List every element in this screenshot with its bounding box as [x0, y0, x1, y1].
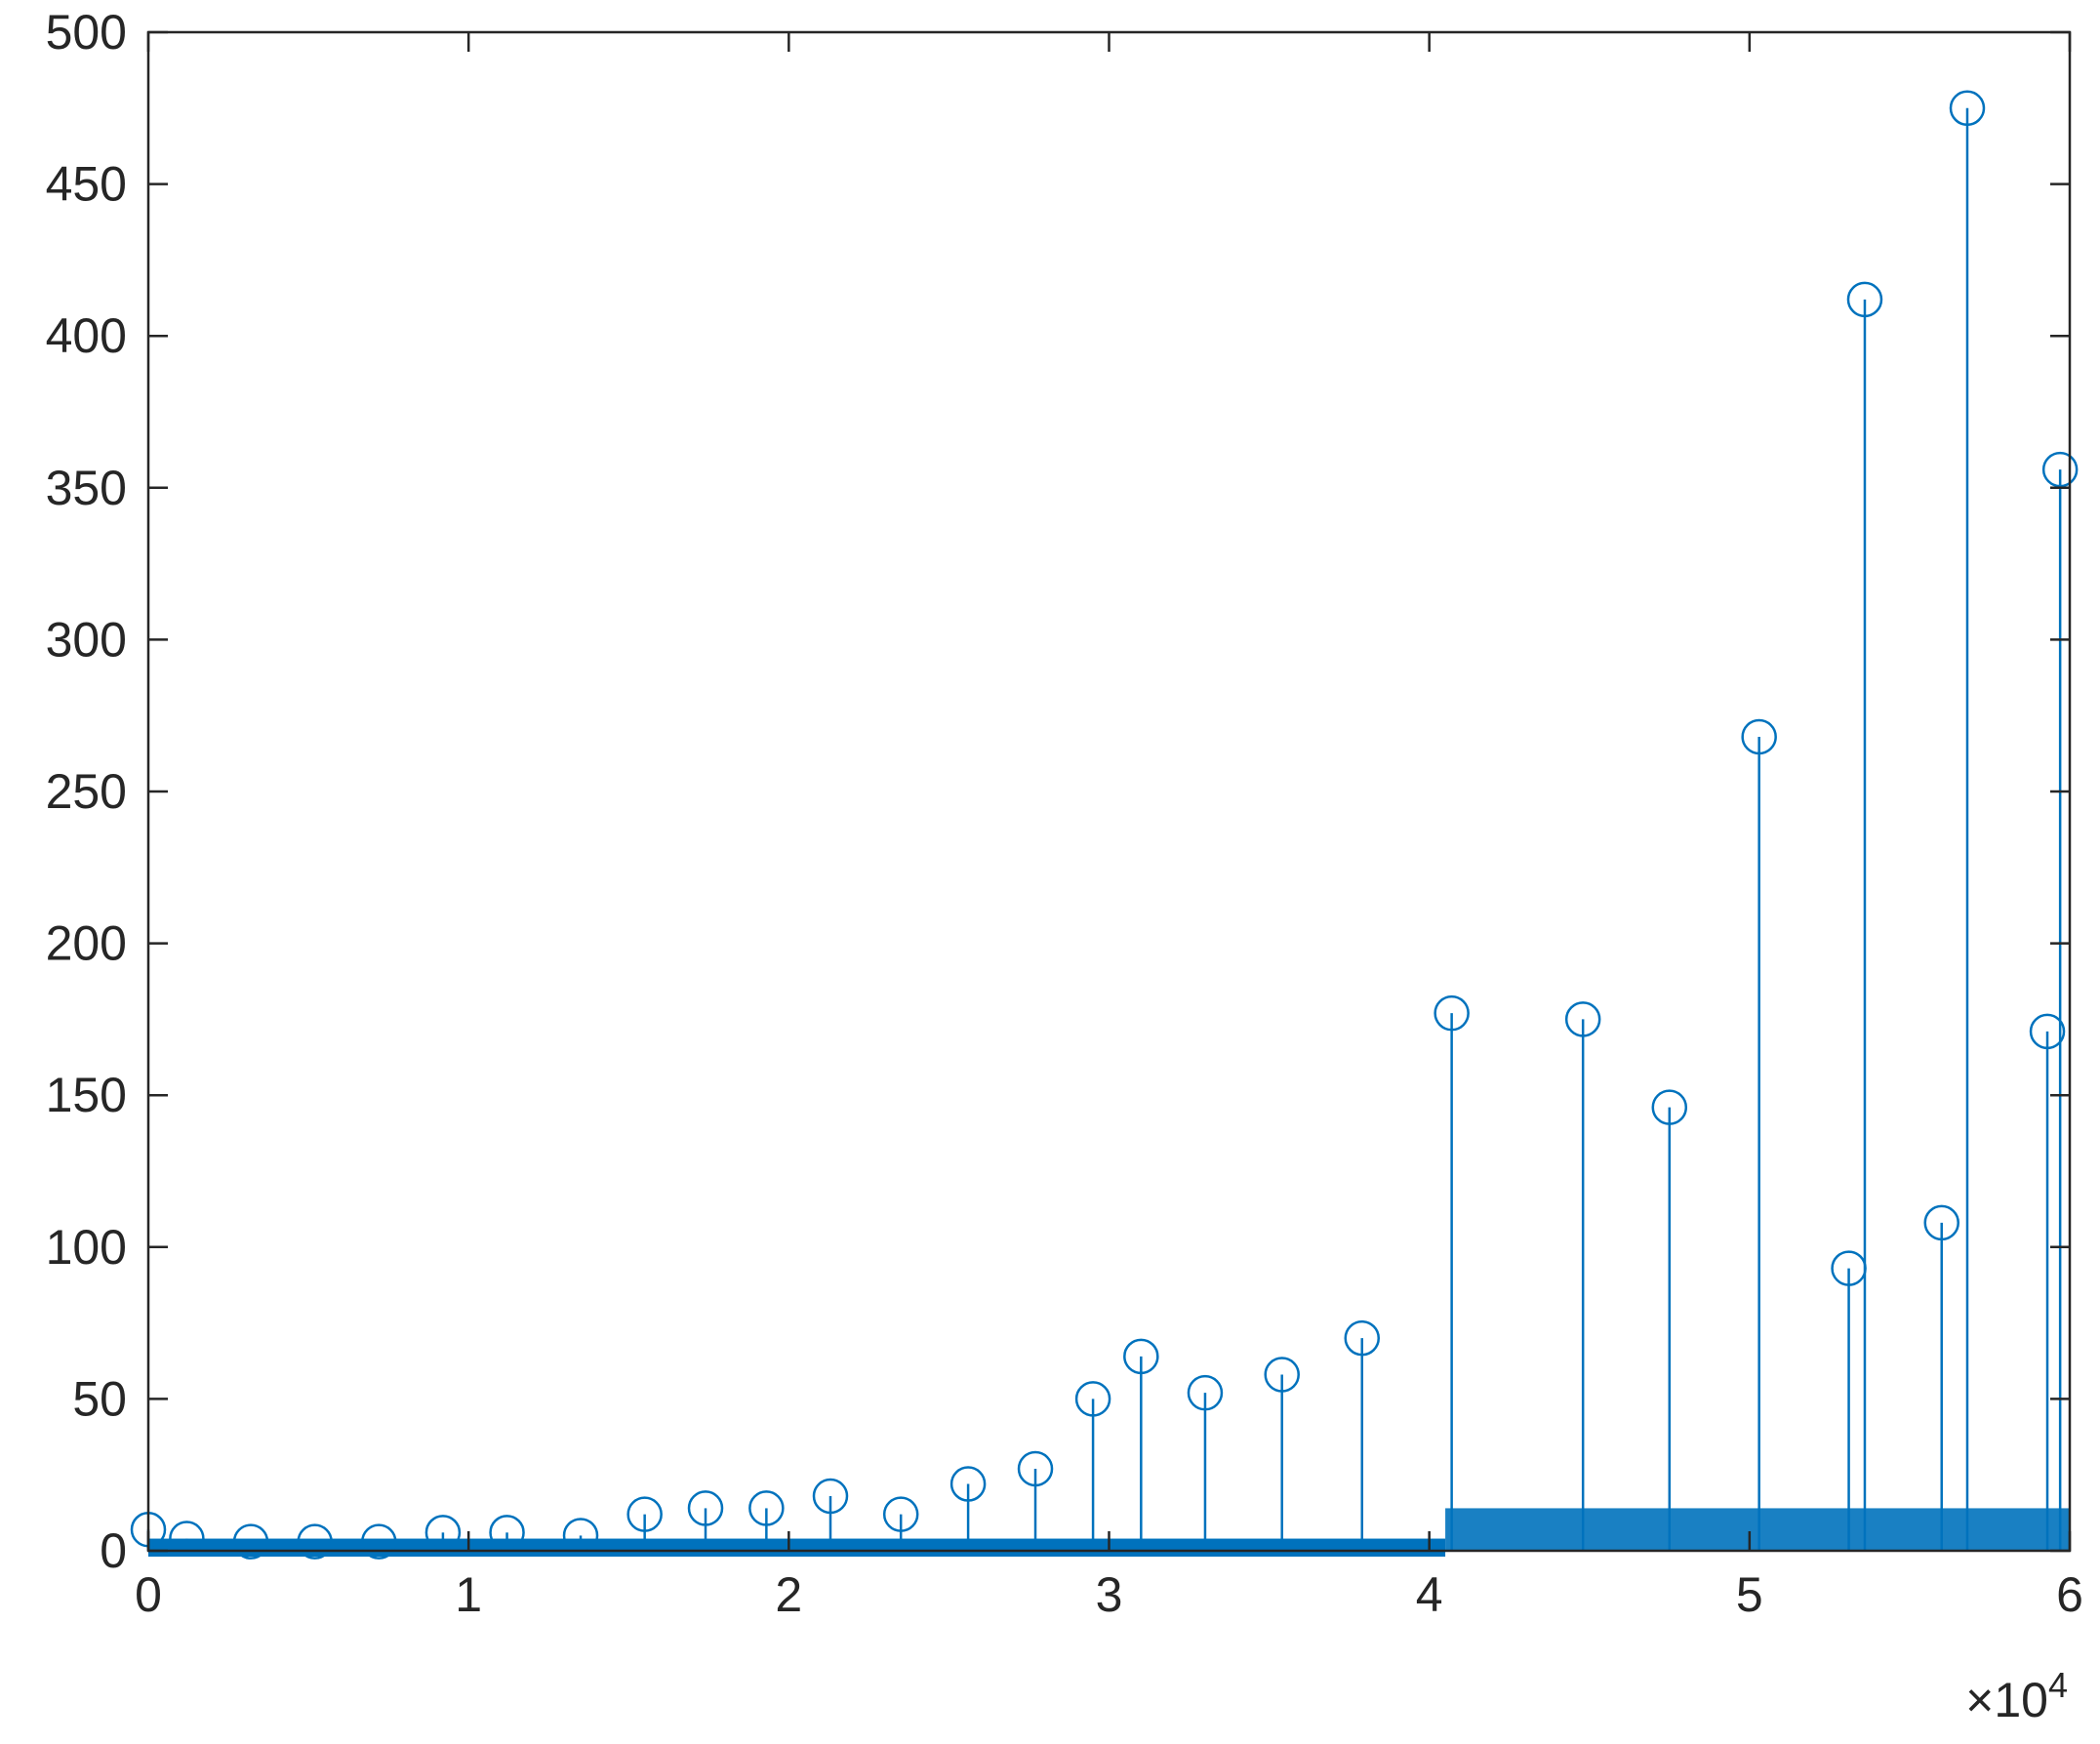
y-tick-labels: 0 50 100 150 200 250 300 350 400 450 500 [46, 5, 127, 1578]
stem-marker [2041, 451, 2079, 488]
stem-marker [1651, 1089, 1688, 1125]
stem-marker [2029, 1013, 2066, 1050]
stem-marker [1434, 994, 1470, 1032]
x-tick-label: 3 [1096, 1567, 1123, 1622]
stem-marker [232, 1523, 269, 1560]
stem-marker [1264, 1357, 1300, 1393]
axis-ticks [146, 30, 2072, 1553]
stem-marker [1949, 90, 1986, 127]
y-tick-label: 300 [46, 612, 127, 667]
stem-marker [1074, 1381, 1111, 1417]
stem-marker [626, 1496, 663, 1532]
y-tick-label: 400 [46, 308, 127, 363]
x-tick-label: 0 [135, 1567, 162, 1622]
stem-marker [361, 1523, 397, 1560]
x-exponent-base: ×10 [1965, 1673, 2048, 1727]
y-tick-label: 50 [72, 1371, 127, 1426]
x-exponent-power: 4 [2048, 1665, 2068, 1705]
stem-marker [424, 1515, 462, 1551]
y-tick-label: 450 [46, 157, 127, 212]
y-tick-label: 0 [100, 1523, 127, 1578]
stem-marker [1741, 718, 1777, 755]
stem-marker [1017, 1450, 1054, 1487]
stem-marker [1344, 1319, 1381, 1357]
stem-marker [297, 1523, 333, 1560]
stem-marker [748, 1490, 785, 1526]
y-tick-label: 100 [46, 1220, 127, 1275]
x-tick-label: 1 [455, 1567, 482, 1622]
x-tick-label: 2 [775, 1567, 802, 1622]
y-tick-label: 150 [46, 1068, 127, 1122]
stem-marker [812, 1478, 849, 1515]
x-tick-label: 6 [2056, 1567, 2083, 1622]
baseline-band-high [1445, 1508, 2070, 1551]
stem-marker [1564, 1001, 1601, 1037]
y-tick-label: 500 [46, 5, 127, 60]
stem-marker [1187, 1374, 1224, 1411]
stem-marker [1846, 281, 1883, 318]
plot-frame [146, 30, 2072, 1553]
stem-marker [1123, 1338, 1159, 1375]
x-axis-exponent: ×104 [1965, 1665, 2068, 1727]
markers-layer [130, 90, 2079, 1560]
stems-layer [146, 107, 2062, 1551]
stem-marker [687, 1490, 724, 1526]
x-tick-label: 4 [1416, 1567, 1443, 1622]
stem-marker [949, 1466, 987, 1502]
dense-baseline-band [148, 1508, 2070, 1557]
stem-marker [169, 1521, 205, 1557]
x-tick-labels: 0 1 2 3 4 5 6 [135, 1567, 2083, 1622]
x-tick-label: 5 [1736, 1567, 1763, 1622]
stem-marker [882, 1496, 919, 1532]
baseline-band-low [148, 1538, 1446, 1557]
y-tick-label: 350 [46, 461, 127, 515]
y-tick-label: 200 [46, 916, 127, 971]
stem-marker [489, 1515, 525, 1551]
stem-marker [1831, 1250, 1867, 1286]
stem-marker [1923, 1204, 1959, 1241]
stem-marker [562, 1518, 599, 1554]
y-tick-label: 250 [46, 764, 127, 819]
